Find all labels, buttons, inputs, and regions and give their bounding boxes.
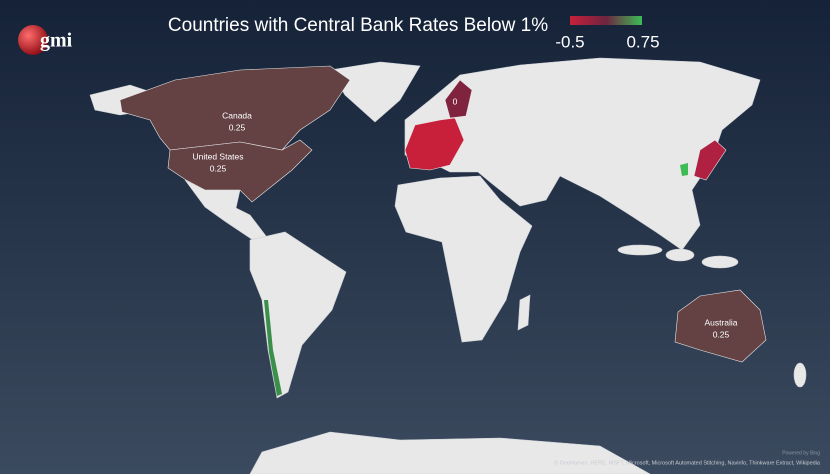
legend-max: 0.75 [626,32,659,51]
powered-by: Powered by Bing [782,450,820,456]
region-name: Australia [704,317,737,327]
legend-scale [570,16,642,25]
region [167,139,313,203]
region-value: 0.25 [713,329,730,339]
base-land [89,57,807,474]
region [119,65,351,151]
region-value: 0 [453,96,458,106]
credits: © GeoNames, HERE, MSFT, Microsoft, Micro… [554,459,821,466]
logo: gmi [40,30,73,52]
labels: Canada 0.25 United States 0.25 Australia 0.25… [192,96,737,339]
regions [119,65,767,363]
region-value: 0.25 [210,163,227,173]
region-value: 0.25 [229,122,246,132]
region-name: Canada [222,110,252,120]
logo-globe [18,25,48,55]
region [444,79,473,119]
region [674,289,767,363]
region-name: United States [192,151,243,161]
legend-min: -0.5 [555,32,584,51]
title: Countries with Central Bank Rates Below … [168,15,548,36]
